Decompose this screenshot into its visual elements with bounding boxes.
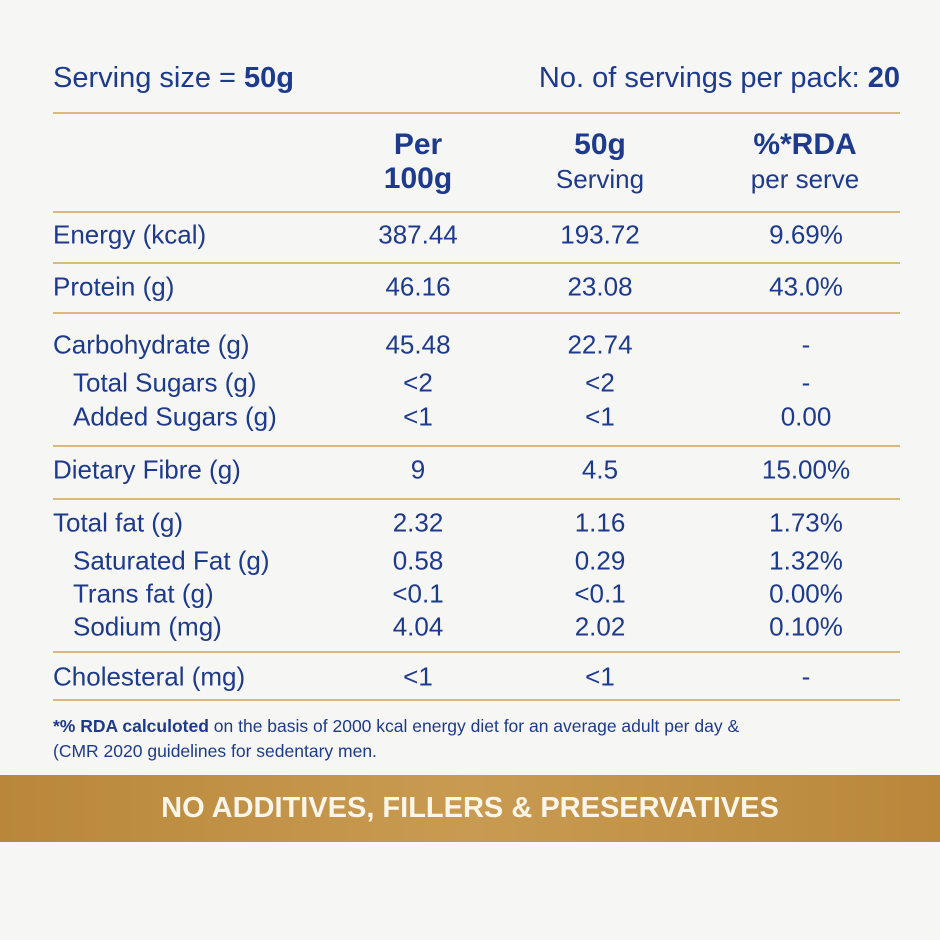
serving-value: 4.5 — [581, 454, 619, 485]
serving-value: 22.74 — [567, 329, 633, 360]
servings-per-pack-label: No. of servings per pack: — [538, 62, 868, 94]
column-header-rda: %*RDA per serve — [725, 128, 885, 196]
header-line2: per serve — [750, 164, 860, 194]
servings-per-pack-value: 20 — [867, 62, 900, 94]
footnote-text: on the basis of 2000 kcal energy diet fo… — [208, 716, 740, 736]
nutrient-label: Sodium (mg) — [73, 611, 222, 642]
nutrient-label: Protein (g) — [53, 271, 175, 302]
nutrient-label: Trans fat (g) — [73, 578, 214, 609]
footnote-line2: (CMR 2020 guidelines for sedentary men. — [53, 741, 377, 761]
nutrient-label: Added Sugars (g) — [73, 401, 277, 432]
column-header-serving: 50g Serving — [530, 128, 670, 196]
per100-value: <1 — [403, 661, 433, 692]
servings-per-pack: No. of servings per pack: 20 — [539, 62, 900, 95]
per100-value: <2 — [403, 367, 433, 398]
header-line1: %*RDA — [753, 128, 857, 161]
per100-value: 0.58 — [392, 545, 444, 576]
rda-value: 0.10% — [769, 611, 843, 642]
header-line2: 100g — [383, 162, 453, 195]
rda-value: 15.00% — [761, 454, 851, 485]
rda-value: 43.0% — [769, 271, 843, 302]
rda-value: - — [801, 661, 811, 692]
serving-size: Serving size = 50g — [53, 62, 294, 95]
divider — [53, 211, 900, 213]
nutrient-label: Cholesteral (mg) — [53, 661, 246, 692]
serving-size-label: Serving size = — [53, 62, 245, 94]
rda-value: 9.69% — [769, 219, 843, 250]
header-line1: Per — [393, 128, 443, 161]
divider — [53, 699, 900, 701]
rda-value: 0.00 — [780, 401, 832, 432]
nutrient-label: Saturated Fat (g) — [73, 545, 270, 576]
rda-value: - — [801, 367, 811, 398]
divider — [53, 651, 900, 653]
serving-value: <0.1 — [574, 578, 626, 609]
serving-value: 2.02 — [574, 611, 626, 642]
footnote: *% RDA calculoted on the basis of 2000 k… — [53, 714, 739, 764]
nutrient-label: Total Sugars (g) — [73, 367, 257, 398]
serving-value: <1 — [585, 661, 615, 692]
rda-value: 0.00% — [769, 578, 843, 609]
nutrient-label: Dietary Fibre (g) — [53, 454, 241, 485]
serving-value: <2 — [585, 367, 615, 398]
divider — [53, 498, 900, 500]
serving-value: 193.72 — [560, 219, 640, 250]
per100-value: 2.32 — [392, 507, 444, 538]
per100-value: <1 — [403, 401, 433, 432]
nutrient-label: Carbohydrate (g) — [53, 329, 250, 360]
serving-value: 23.08 — [567, 271, 633, 302]
nutrient-label: Total fat (g) — [53, 507, 184, 538]
banner: NO ADDITIVES, FILLERS & PRESERVATIVES — [0, 775, 940, 842]
per100-value: 4.04 — [392, 611, 444, 642]
rda-value: - — [801, 329, 811, 360]
divider — [53, 312, 900, 314]
serving-value: 1.16 — [574, 507, 626, 538]
footnote-bold: *% RDA calculoted — [53, 716, 209, 736]
divider — [53, 445, 900, 447]
divider — [53, 262, 900, 264]
per100-value: 45.48 — [385, 329, 451, 360]
column-header-per100: Per 100g — [358, 128, 478, 196]
rda-value: 1.73% — [769, 507, 843, 538]
per100-value: 387.44 — [378, 219, 458, 250]
per100-value: 46.16 — [385, 271, 451, 302]
nutrient-label: Energy (kcal) — [53, 219, 207, 250]
divider — [53, 112, 900, 114]
per100-value: 9 — [410, 454, 426, 485]
serving-size-value: 50g — [244, 62, 294, 94]
serving-value: 0.29 — [574, 545, 626, 576]
header-line1: 50g — [574, 128, 626, 161]
per100-value: <0.1 — [392, 578, 444, 609]
serving-value: <1 — [585, 401, 615, 432]
header-line2: Serving — [555, 164, 645, 194]
rda-value: 1.32% — [769, 545, 843, 576]
